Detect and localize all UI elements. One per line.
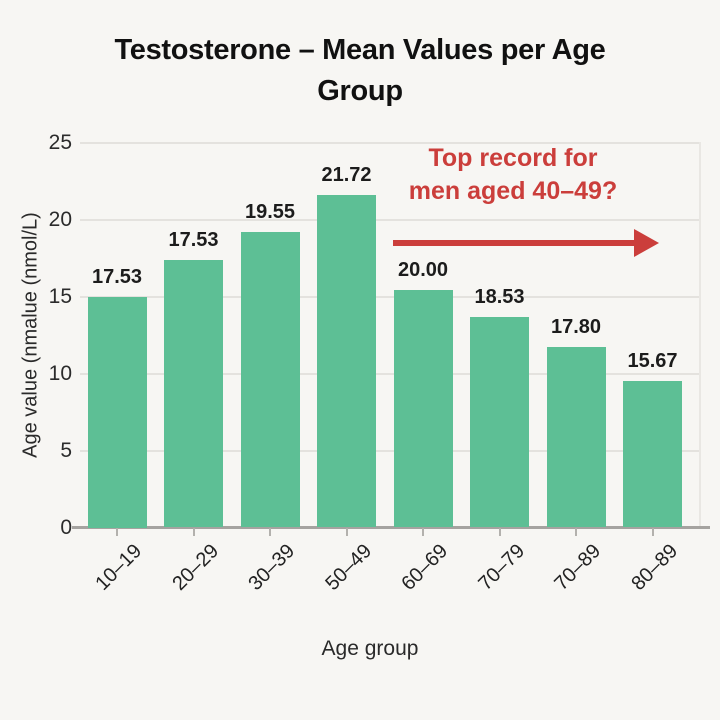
chart-title: Testosterone – Mean Values per Age Group [60,30,660,112]
y-tick-label-5: 5 [60,438,72,462]
x-tick-mark [116,528,118,536]
gridline-y-20 [80,218,700,221]
bar-value-label: 18.53 [474,285,525,308]
x-tick-label: 10–19 [91,540,147,595]
bar [546,347,606,528]
y-axis-label: Age value (nmalue (nmol/L) [19,212,42,458]
x-tick-label: 80–89 [627,540,683,595]
annotation-arrow-head-icon [634,229,659,257]
x-axis-label: Age group [321,637,419,660]
plot-right-border [699,142,701,528]
y-tick-label-15: 15 [48,284,72,308]
x-tick-mark [345,528,348,536]
bar-value-label: 17.53 [91,265,143,288]
gridline-y-15 [80,295,700,298]
y-tick-label-0: 0 [60,515,72,539]
y-tick-label-20: 20 [48,207,72,231]
x-tick-mark [192,528,195,536]
y-tick-label-25: 25 [48,130,72,154]
chart-title-text: Testosterone – Mean Values per Age Group [114,34,606,108]
gridline-y-5 [80,449,700,452]
bar [240,231,300,528]
x-tick-mark [575,528,577,536]
bar [87,296,147,528]
gridline-y-10 [80,372,700,375]
x-axis-line [72,526,710,529]
bar [470,316,529,528]
bar-value-label: 19.55 [244,200,296,223]
annotation-line-1: Top record for [428,144,598,172]
x-tick-label: 50–49 [321,540,377,595]
x-tick-label: 60–69 [397,540,453,595]
x-tick-mark [651,528,654,536]
x-tick-mark [498,528,501,536]
x-tick-mark [269,528,271,536]
bar-value-label: 17.80 [550,316,602,339]
x-tick-label: 20–29 [168,540,224,595]
bar [164,259,223,528]
gridline-y-25 [80,141,700,144]
bar [317,194,376,528]
x-tick-mark [422,528,424,536]
annotation-line-2: men aged 40–49? [408,176,618,205]
x-tick-label: 30–39 [244,540,300,595]
bar-value-label: 15.67 [627,350,678,373]
bar [393,290,453,528]
x-tick-label: 70–89 [550,540,606,595]
bar [623,381,682,528]
x-tick-label: 70–79 [474,540,530,595]
annotation-text: Top record for men aged 40–49? [382,142,644,207]
annotation-arrow-line [393,240,635,246]
y-tick-label-10: 10 [48,361,72,385]
bar-value-label: 20.00 [397,259,449,282]
bar-value-label: 17.53 [168,228,219,251]
bar-value-label: 21.72 [321,163,372,186]
